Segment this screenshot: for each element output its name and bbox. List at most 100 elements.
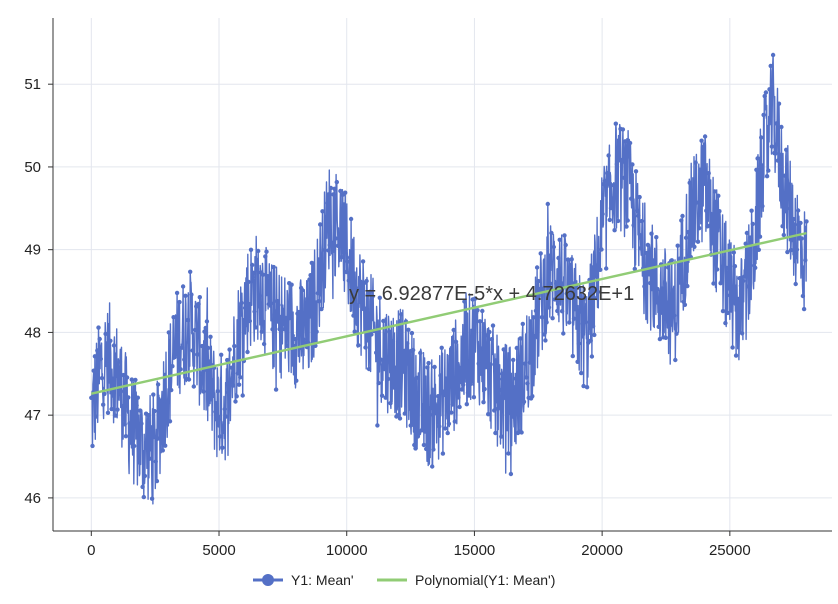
mean-data-point: [225, 357, 230, 363]
mean-data-point: [736, 296, 741, 302]
mean-data-point: [98, 356, 104, 362]
mean-data-point: [321, 276, 326, 281]
mean-data-point: [434, 403, 440, 409]
legend-item-mean[interactable]: Y1: Mean': [253, 572, 354, 588]
mean-data-point: [531, 315, 536, 320]
mean-data-point: [108, 338, 113, 343]
mean-data-point: [697, 226, 702, 231]
mean-data-point: [760, 203, 765, 209]
mean-data-point: [433, 411, 438, 416]
mean-data-point: [723, 320, 728, 326]
mean-data-point: [509, 389, 515, 394]
mean-data-point: [598, 267, 603, 272]
mean-data-point: [458, 379, 463, 385]
mean-data-point: [245, 349, 250, 355]
mean-data-point: [468, 382, 473, 387]
mean-data-point: [409, 330, 415, 336]
mean-data-point: [292, 336, 298, 342]
mean-data-point: [632, 266, 637, 272]
mean-data-point: [278, 314, 283, 320]
mean-data-point: [673, 357, 678, 363]
mean-data-point: [257, 293, 262, 298]
mean-data-point: [743, 241, 748, 246]
mean-data-point: [89, 395, 94, 400]
mean-data-point: [384, 360, 390, 365]
mean-data-point: [110, 393, 116, 398]
mean-data-point: [136, 436, 142, 441]
mean-data-point: [347, 255, 353, 260]
mean-data-point: [190, 348, 195, 353]
mean-data-point: [216, 417, 221, 422]
mean-data-point: [92, 354, 98, 359]
plot-area: [89, 52, 809, 505]
mean-data-point: [228, 379, 233, 384]
mean-data-point: [449, 410, 454, 415]
mean-data-point: [651, 258, 657, 263]
mean-data-point: [215, 389, 220, 394]
mean-data-point: [679, 218, 684, 223]
mean-data-point: [275, 298, 280, 304]
mean-data-point: [124, 375, 130, 380]
mean-data-point: [775, 158, 781, 163]
mean-data-point: [489, 337, 494, 342]
y-tick-label: 47: [24, 407, 41, 424]
mean-data-point: [445, 430, 450, 436]
mean-data-point: [272, 312, 278, 317]
mean-data-point: [669, 258, 674, 263]
mean-data-point: [700, 145, 705, 150]
mean-data-point: [782, 173, 788, 178]
mean-data-point: [556, 255, 561, 261]
mean-data-point: [488, 362, 493, 367]
mean-data-point: [337, 236, 342, 241]
mean-data-point: [501, 347, 506, 352]
mean-data-point: [525, 381, 530, 386]
fit-equation-annotation: y = 6.92877E-5*x + 4.72632E+1: [349, 283, 634, 305]
legend-item-polynomial[interactable]: Polynomial(Y1: Mean'): [377, 572, 555, 588]
mean-data-point: [147, 456, 152, 461]
mean-data-point: [325, 200, 330, 206]
x-axis-ticks: 0 5000 10000 15000 20000 25000: [87, 531, 751, 559]
mean-data-point: [804, 219, 809, 224]
mean-data-point: [735, 300, 740, 305]
mean-data-point: [604, 266, 609, 271]
mean-data-point: [379, 393, 385, 398]
mean-data-point: [437, 424, 442, 429]
mean-data-point: [483, 365, 488, 370]
mean-data-point: [801, 306, 807, 312]
mean-data-point: [114, 373, 119, 379]
mean-data-point: [145, 436, 150, 441]
mean-data-point: [625, 218, 630, 223]
mean-data-point: [607, 217, 612, 223]
mean-data-point: [248, 247, 254, 252]
mean-data-point: [316, 299, 322, 304]
mean-data-point: [200, 343, 205, 349]
mean-data-point: [441, 392, 447, 398]
mean-data-point: [264, 249, 269, 254]
mean-data-point: [668, 318, 673, 323]
y-tick-label: 50: [24, 159, 41, 176]
mean-data-point: [203, 325, 208, 331]
mean-data-point: [345, 259, 350, 264]
mean-data-point: [476, 361, 481, 366]
mean-data-point: [793, 281, 798, 287]
mean-data-point: [798, 220, 803, 226]
mean-data-point: [296, 309, 301, 315]
mean-data-point: [233, 399, 238, 404]
mean-data-point: [455, 389, 460, 394]
mean-data-point: [152, 408, 157, 414]
mean-data-point: [624, 224, 629, 229]
mean-data-point: [792, 222, 797, 227]
mean-data-point: [638, 246, 643, 251]
mean-data-point: [747, 263, 752, 268]
mean-data-point: [698, 167, 703, 173]
mean-data-point: [626, 152, 632, 157]
mean-data-point: [611, 183, 616, 188]
mean-data-point: [780, 224, 785, 229]
mean-data-point: [401, 368, 406, 374]
mean-data-point: [602, 178, 608, 183]
mean-data-point: [165, 400, 170, 405]
mean-data-point: [444, 387, 449, 392]
mean-data-point: [195, 352, 200, 357]
mean-data-point: [115, 407, 120, 412]
mean-data-point: [408, 423, 413, 428]
